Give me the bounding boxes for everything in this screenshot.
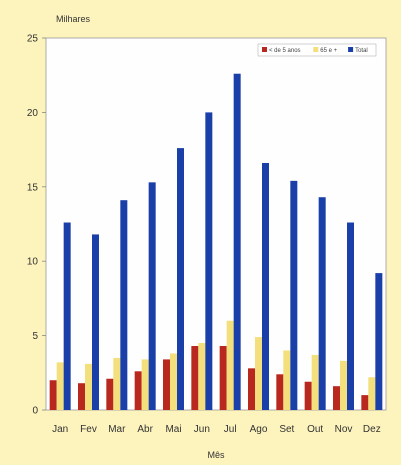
bar-jun-under5 (191, 346, 199, 410)
bar-abr-over65 (141, 359, 149, 410)
bar-jun-over65 (198, 343, 206, 410)
x-tick-label: Out (307, 424, 323, 435)
bar-jan-total (63, 222, 71, 410)
x-tick-label: Jul (224, 424, 237, 435)
x-tick-label: Fev (80, 424, 97, 435)
bar-mai-total (177, 148, 184, 410)
x-tick-label: Set (279, 424, 294, 435)
bar-dez-under5 (361, 395, 369, 410)
x-tick-label: Jun (194, 424, 210, 435)
bar-ago-total (262, 162, 269, 410)
bar-out-total (318, 197, 326, 410)
y-tick-label: 5 (32, 331, 38, 342)
y-tick-label: 20 (27, 108, 39, 119)
x-axis-title: Mês (207, 450, 225, 460)
x-tick-label: Jan (52, 424, 68, 435)
bar-dez-total (375, 273, 383, 410)
x-tick-label: Nov (335, 424, 353, 435)
bar-abr-total (148, 182, 156, 410)
bar-set-under5 (276, 374, 284, 410)
x-tick-label: Mar (108, 424, 126, 435)
y-axis-title: Milhares (56, 14, 91, 24)
bar-set-total (290, 180, 298, 410)
bar-jan-over65 (56, 362, 64, 410)
bar-fev-total (92, 234, 99, 410)
bar-nov-under5 (333, 386, 340, 410)
y-tick-label: 10 (27, 257, 39, 268)
x-tick-label: Ago (250, 424, 268, 435)
y-tick-label: 0 (32, 406, 38, 417)
bar-ago-under5 (248, 368, 255, 410)
x-tick-label: Dez (363, 424, 381, 435)
y-tick-label: 15 (27, 182, 39, 193)
bar-mar-total (120, 200, 128, 410)
legend-swatch (348, 47, 354, 52)
legend-swatch (313, 47, 319, 52)
plot-area (45, 37, 387, 411)
bar-ago-over65 (255, 337, 262, 410)
bar-fev-over65 (85, 363, 92, 410)
x-tick-label: Abr (137, 424, 153, 435)
bar-jun-total (205, 112, 213, 411)
y-axis: 0 5 10 15 20 25 (27, 34, 46, 417)
legend-swatch (262, 47, 267, 52)
bar-out-over65 (311, 354, 319, 410)
bar-mar-over65 (113, 357, 121, 410)
legend: < de 5 anos 65 e + Total (257, 43, 377, 57)
bar-mai-over65 (170, 353, 177, 410)
bar-out-under5 (304, 381, 312, 410)
bar-mai-under5 (163, 359, 170, 410)
bar-fev-under5 (78, 383, 85, 410)
bar-dez-over65 (368, 377, 376, 410)
bar-mar-under5 (106, 378, 114, 410)
bar-jul-over65 (226, 320, 234, 410)
bar-nov-total (347, 222, 354, 410)
legend-label: < de 5 anos (269, 48, 301, 54)
y-tick-label: 25 (27, 34, 39, 45)
bar-jul-total (233, 73, 241, 410)
bar-jan-under5 (49, 380, 57, 410)
x-axis: Jan Fev Mar Abr Mai Jun Jul Ago Set Out Nov Dez (52, 424, 381, 435)
x-tick-label: Mai (165, 424, 181, 435)
bar-nov-over65 (340, 360, 347, 410)
bar-set-over65 (283, 350, 291, 410)
bars-layer (49, 73, 383, 411)
legend-label: Total (355, 48, 368, 54)
legend-label: 65 e + (320, 48, 337, 54)
bar-jul-under5 (219, 346, 227, 410)
bar-abr-under5 (134, 371, 142, 410)
